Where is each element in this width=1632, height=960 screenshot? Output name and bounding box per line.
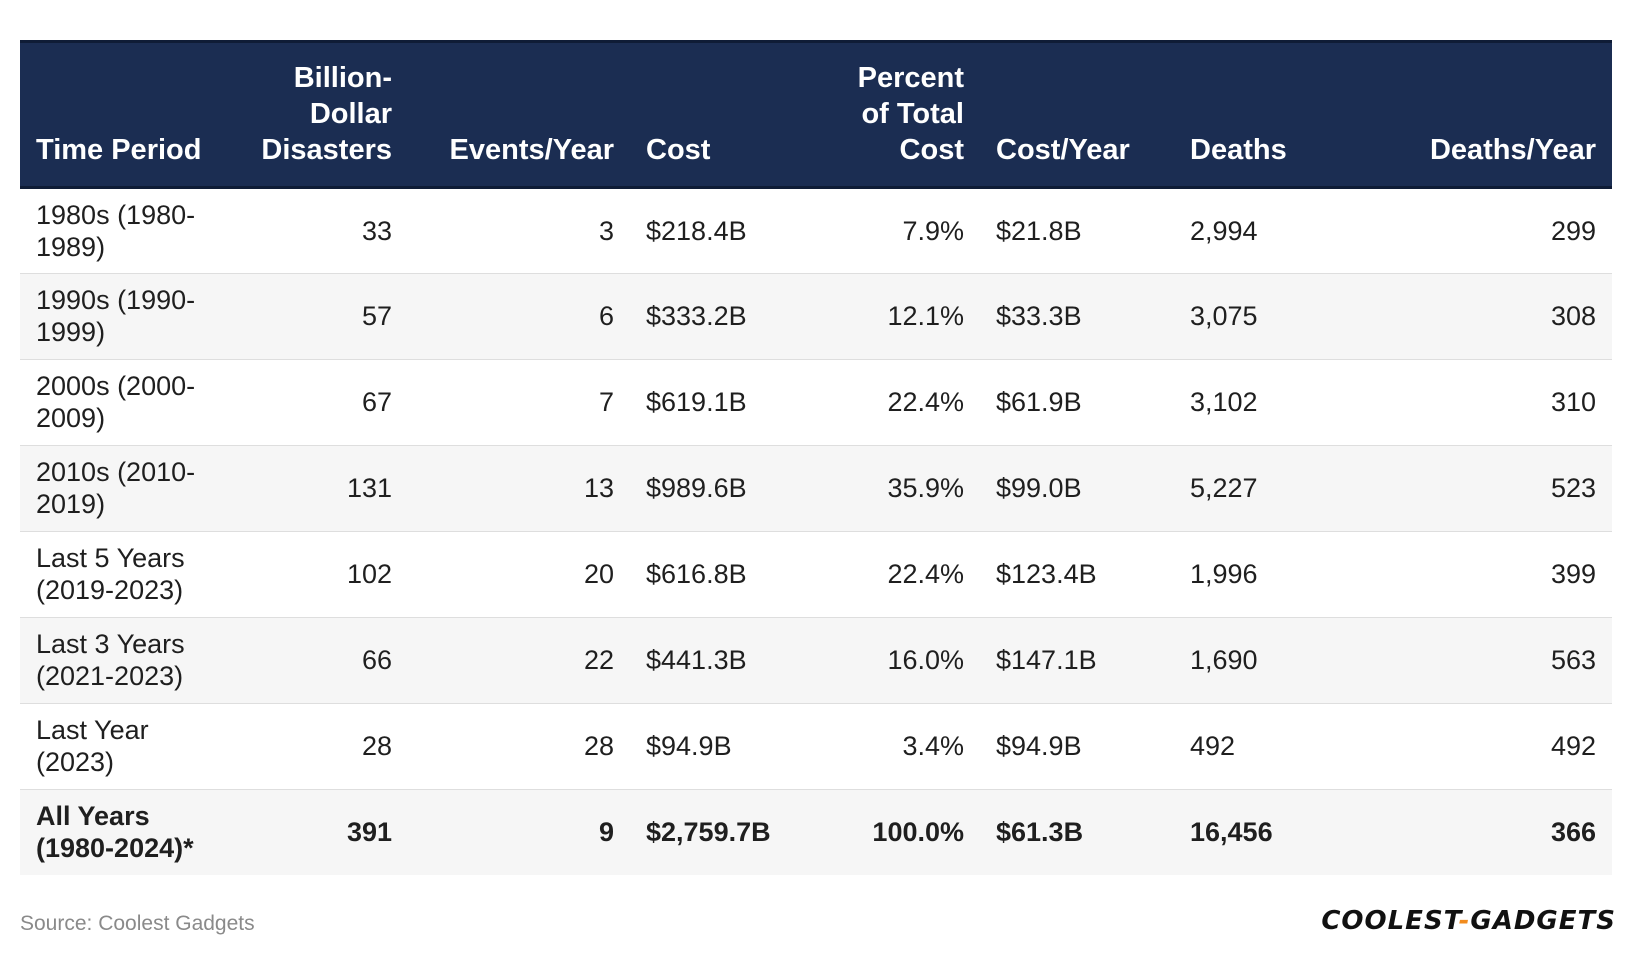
data-table-container: Time Period Billion-Dollar Disasters Eve… bbox=[20, 40, 1612, 875]
table-cell: $147.1B bbox=[980, 617, 1174, 704]
table-cell: 67 bbox=[240, 359, 408, 446]
table-cell: 33 bbox=[240, 187, 408, 274]
table-cell: 299 bbox=[1334, 187, 1612, 274]
table-cell: 5,227 bbox=[1174, 445, 1334, 532]
table-cell: 2010s (2010-2019) bbox=[20, 445, 240, 532]
column-header: Cost bbox=[646, 133, 711, 166]
table-cell: 35.9% bbox=[810, 445, 980, 532]
column-header: Cost/Year bbox=[996, 133, 1130, 166]
table-cell: Last 3 Years (2021-2023) bbox=[20, 617, 240, 704]
table-cell: 3,075 bbox=[1174, 273, 1334, 360]
table-cell: 399 bbox=[1334, 531, 1612, 618]
table-cell: 2,994 bbox=[1174, 187, 1334, 274]
table-header-row: Time Period Billion-Dollar Disasters Eve… bbox=[20, 43, 1612, 187]
table-cell: $94.9B bbox=[980, 703, 1174, 790]
table-cell: 16,456 bbox=[1190, 817, 1273, 848]
table-cell: 563 bbox=[1334, 617, 1612, 704]
table-cell: 66 bbox=[240, 617, 408, 704]
table-row: 2000s (2000-2009) 67 7 $619.1B 22.4% $61… bbox=[20, 359, 1612, 446]
table-cell: 131 bbox=[240, 445, 408, 532]
table-cell: 308 bbox=[1334, 273, 1612, 360]
table-cell: All Years (1980-2024)* bbox=[36, 801, 194, 864]
table-cell: 100.0% bbox=[872, 817, 964, 848]
table-cell: $218.4B bbox=[630, 187, 810, 274]
column-header: Deaths bbox=[1190, 133, 1287, 166]
table-cell: 523 bbox=[1334, 445, 1612, 532]
table-cell: 28 bbox=[240, 703, 408, 790]
table-cell: $21.8B bbox=[980, 187, 1174, 274]
table-row: 1980s (1980-1989) 33 3 $218.4B 7.9% $21.… bbox=[20, 187, 1612, 274]
table-cell: $2,759.7B bbox=[646, 817, 771, 848]
column-header: Deaths/Year bbox=[1429, 133, 1596, 166]
logo-dash: - bbox=[1458, 906, 1471, 936]
table-row: Last 5 Years (2019-2023) 102 20 $616.8B … bbox=[20, 531, 1612, 618]
table-cell: $616.8B bbox=[630, 531, 810, 618]
table-cell: 2000s (2000-2009) bbox=[20, 359, 240, 446]
table-cell: 28 bbox=[408, 703, 630, 790]
table-cell: $61.9B bbox=[980, 359, 1174, 446]
table-cell: 310 bbox=[1334, 359, 1612, 446]
table-cell: 492 bbox=[1174, 703, 1334, 790]
table-cell: 1990s (1990-1999) bbox=[20, 273, 240, 360]
table-cell: 3.4% bbox=[810, 703, 980, 790]
logo-text-right: GADGETS bbox=[1470, 906, 1616, 936]
table-cell: $123.4B bbox=[980, 531, 1174, 618]
column-header: Billion-Dollar Disasters bbox=[261, 61, 392, 166]
table-cell: 16.0% bbox=[810, 617, 980, 704]
table-cell: 13 bbox=[408, 445, 630, 532]
table-row: 2010s (2010-2019) 131 13 $989.6B 35.9% $… bbox=[20, 445, 1612, 532]
table-cell: Last Year (2023) bbox=[20, 703, 240, 790]
table-cell: $333.2B bbox=[630, 273, 810, 360]
table-cell: 57 bbox=[240, 273, 408, 360]
table-row: Last Year (2023) 28 28 $94.9B 3.4% $94.9… bbox=[20, 703, 1612, 790]
table-row: Last 3 Years (2021-2023) 66 22 $441.3B 1… bbox=[20, 617, 1612, 704]
column-header: Time Period bbox=[36, 133, 202, 166]
table-cell: 22.4% bbox=[810, 531, 980, 618]
table-cell: $989.6B bbox=[630, 445, 810, 532]
table-cell: 102 bbox=[240, 531, 408, 618]
table-cell: $61.3B bbox=[996, 817, 1084, 848]
table-cell: 3,102 bbox=[1174, 359, 1334, 446]
table-cell: Last 5 Years (2019-2023) bbox=[20, 531, 240, 618]
table-cell: 1,690 bbox=[1174, 617, 1334, 704]
table-row: 1990s (1990-1999) 57 6 $333.2B 12.1% $33… bbox=[20, 273, 1612, 360]
data-table: Time Period Billion-Dollar Disasters Eve… bbox=[20, 43, 1612, 875]
table-cell: $94.9B bbox=[630, 703, 810, 790]
table-cell: 3 bbox=[408, 187, 630, 274]
source-caption: Source: Coolest Gadgets bbox=[20, 912, 255, 935]
table-cell: 366 bbox=[1550, 817, 1596, 848]
table-cell: 391 bbox=[346, 817, 392, 848]
table-cell: 9 bbox=[598, 817, 614, 848]
table-cell: $441.3B bbox=[630, 617, 810, 704]
table-cell: 492 bbox=[1334, 703, 1612, 790]
table-cell: $619.1B bbox=[630, 359, 810, 446]
column-header: Events/Year bbox=[449, 133, 614, 166]
table-cell: 22 bbox=[408, 617, 630, 704]
table-cell: 12.1% bbox=[810, 273, 980, 360]
table-cell: 1,996 bbox=[1174, 531, 1334, 618]
table-cell: $33.3B bbox=[980, 273, 1174, 360]
table-cell: 1980s (1980-1989) bbox=[20, 187, 240, 274]
table-cell: 20 bbox=[408, 531, 630, 618]
table-total-row: All Years (1980-2024)* 391 9 $2,759.7B 1… bbox=[20, 789, 1612, 875]
table-cell: $99.0B bbox=[980, 445, 1174, 532]
table-cell: 22.4% bbox=[810, 359, 980, 446]
brand-logo: COOLEST-GADGETS bbox=[1321, 906, 1616, 936]
table-cell: 6 bbox=[408, 273, 630, 360]
table-cell: 7.9% bbox=[810, 187, 980, 274]
table-cell: 7 bbox=[408, 359, 630, 446]
logo-text-left: COOLEST bbox=[1321, 906, 1459, 936]
column-header: Percent of Total Cost bbox=[857, 61, 964, 166]
